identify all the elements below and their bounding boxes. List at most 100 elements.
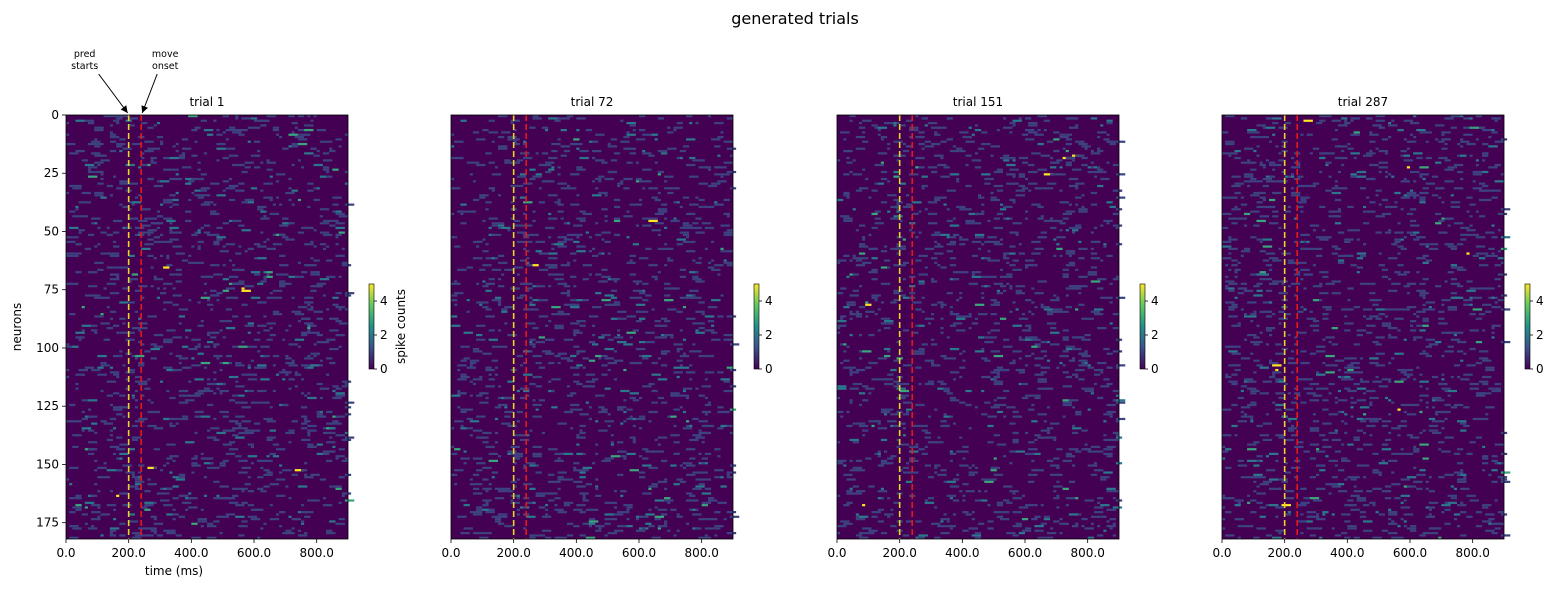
heatmap-cell — [169, 177, 179, 181]
heatmap-cell — [1018, 506, 1029, 509]
heatmap-cell — [620, 455, 627, 458]
heatmap-cell — [1040, 436, 1051, 439]
heatmap-cell — [1065, 142, 1072, 146]
heatmap-cell — [94, 315, 104, 318]
heatmap-cell — [884, 259, 891, 262]
heatmap-cell — [335, 233, 339, 237]
heatmap-cell — [338, 476, 345, 479]
heatmap-cell — [704, 226, 715, 230]
heatmap-cell — [557, 117, 561, 120]
heatmap-cell — [109, 429, 113, 432]
heatmap-cell — [626, 452, 636, 456]
heatmap-cell — [1472, 126, 1483, 129]
heatmap-cell — [344, 182, 348, 185]
heatmap-cell — [188, 497, 198, 500]
heatmap-cell — [254, 119, 258, 122]
heatmap-cell — [545, 226, 555, 230]
heatmap-cell — [949, 224, 960, 227]
heatmap-cell — [843, 366, 847, 369]
heatmap-cell — [507, 450, 517, 453]
heatmap-cell — [113, 231, 120, 234]
heatmap-cell — [1103, 452, 1113, 456]
heatmap-cell — [1025, 431, 1029, 435]
heatmap-cell — [660, 364, 668, 367]
heatmap-cell — [626, 518, 630, 521]
heatmap-cell — [1009, 168, 1019, 171]
heatmap-cell — [1003, 415, 1007, 418]
heatmap-cell — [576, 436, 586, 439]
heatmap-cell — [1056, 296, 1060, 299]
heatmap-cell — [513, 462, 517, 465]
heatmap-cell — [479, 268, 486, 271]
heatmap-cell — [924, 117, 928, 120]
heatmap-cell — [122, 205, 129, 209]
heatmap-cell — [150, 401, 154, 404]
heatmap-cell — [890, 508, 894, 511]
heatmap-cell — [1369, 149, 1373, 153]
heatmap-cell — [551, 149, 558, 153]
heatmap-cell — [698, 452, 702, 456]
heatmap-cell — [548, 194, 558, 197]
heatmap-cell — [959, 366, 966, 369]
heatmap-cell — [519, 173, 527, 176]
heatmap-cell — [654, 222, 665, 225]
heatmap-cell — [316, 149, 320, 153]
heatmap-cell — [451, 145, 455, 148]
heatmap-cell — [695, 485, 705, 488]
heatmap-cell — [523, 466, 527, 469]
heatmap-cell — [1059, 310, 1069, 313]
heatmap-cell — [304, 322, 314, 325]
heatmap-cell — [993, 378, 997, 381]
heatmap-cell — [485, 396, 489, 400]
heatmap-cell — [147, 378, 151, 381]
heatmap-cell — [887, 180, 891, 183]
heatmap-cell — [144, 508, 151, 511]
heatmap-cell — [1491, 236, 1498, 239]
heatmap-cell — [307, 424, 317, 428]
heatmap-cell — [538, 366, 545, 369]
heatmap-cell — [310, 499, 320, 502]
heatmap-cell — [213, 392, 217, 395]
heatmap-cell — [592, 462, 596, 465]
heatmap-cell — [263, 469, 270, 472]
heatmap-cell — [642, 527, 646, 530]
heatmap-cell — [301, 333, 308, 337]
heatmap-cell — [956, 205, 966, 209]
heatmap-cell — [1450, 264, 1457, 267]
heatmap-cell — [682, 233, 690, 237]
heatmap-cell — [545, 161, 555, 164]
heatmap-cell — [934, 261, 938, 264]
heatmap-cell — [557, 236, 567, 239]
heatmap-cell — [1287, 175, 1291, 178]
heatmap-cell — [981, 347, 985, 351]
heatmap-cell — [978, 490, 982, 493]
heatmap-cell — [689, 371, 693, 374]
heatmap-cell — [657, 525, 668, 528]
heatmap-cell — [887, 327, 891, 330]
heatmap-cell — [959, 464, 969, 467]
heatmap-cell — [1037, 205, 1044, 209]
heatmap-cell — [679, 480, 686, 483]
heatmap-cell — [238, 219, 242, 223]
heatmap-cell — [1012, 511, 1022, 514]
heatmap-cell — [962, 511, 969, 514]
heatmap-cell — [513, 457, 520, 460]
heatmap-cell — [523, 527, 527, 530]
heatmap-cell — [548, 273, 558, 276]
heatmap-cell — [660, 508, 668, 511]
heatmap-cell — [476, 163, 486, 167]
heatmap-cell — [247, 389, 254, 393]
heatmap-cell — [937, 387, 944, 390]
heatmap-cell — [169, 231, 173, 234]
heatmap-cell — [1106, 403, 1116, 407]
heatmap-cell — [576, 350, 583, 353]
heatmap-cell — [472, 511, 483, 514]
heatmap-cell — [147, 224, 151, 227]
heatmap-cell — [178, 361, 182, 365]
heatmap-cell — [1084, 443, 1088, 446]
heatmap-cell — [169, 194, 176, 197]
heatmap-cell — [69, 184, 79, 188]
heatmap-cell — [263, 182, 273, 185]
heatmap-cell — [714, 448, 721, 451]
heatmap-cell — [1034, 133, 1044, 136]
